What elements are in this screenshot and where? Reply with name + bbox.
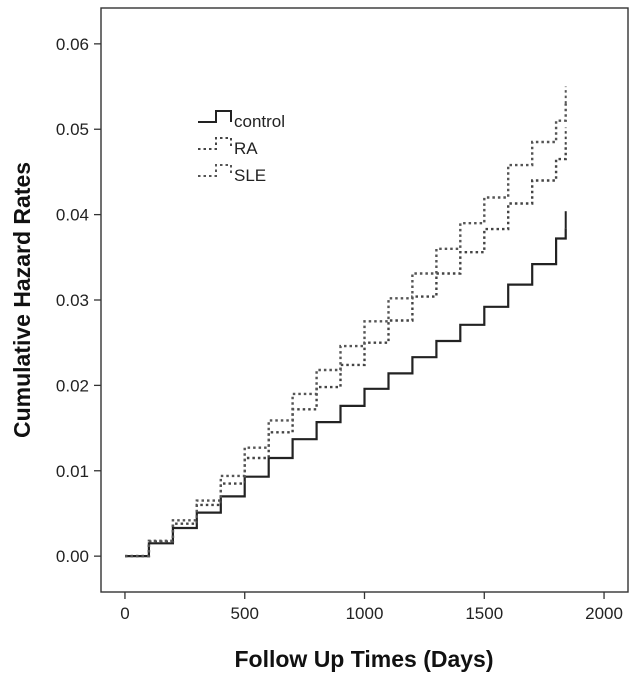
legend-label-control: control (234, 112, 285, 131)
legend: control RA SLE (198, 110, 285, 185)
series-layer (125, 86, 567, 558)
plot-frame (100, 7, 629, 593)
y-axis: 0.00 0.01 0.02 0.03 0.04 0.05 0.06 (56, 35, 101, 566)
legend-swatch-ra (198, 137, 232, 150)
legend-label-sle: SLE (234, 166, 266, 185)
legend-swatch-sle (198, 164, 232, 177)
x-axis-title: Follow Up Times (Days) (234, 646, 493, 672)
x-tick-label: 500 (231, 604, 259, 623)
y-tick-label: 0.01 (56, 462, 89, 481)
legend-swatch-control (198, 110, 232, 123)
x-tick-label: 1500 (465, 604, 503, 623)
x-tick-label: 2000 (585, 604, 623, 623)
series-line-control (125, 228, 567, 558)
y-tick-label: 0.00 (56, 547, 89, 566)
y-tick-label: 0.03 (56, 291, 89, 310)
series-line-sle (125, 103, 567, 558)
y-tick-label: 0.04 (56, 206, 89, 225)
y-tick-label: 0.05 (56, 120, 89, 139)
x-tick-label: 1000 (346, 604, 384, 623)
series-line-ra (125, 144, 567, 558)
x-axis: 0 500 1000 1500 2000 (120, 592, 623, 623)
x-tick-label: 0 (120, 604, 129, 623)
y-tick-label: 0.06 (56, 35, 89, 54)
y-tick-label: 0.02 (56, 376, 89, 395)
legend-label-ra: RA (234, 139, 258, 158)
y-axis-title: Cumulative Hazard Rates (9, 162, 35, 438)
